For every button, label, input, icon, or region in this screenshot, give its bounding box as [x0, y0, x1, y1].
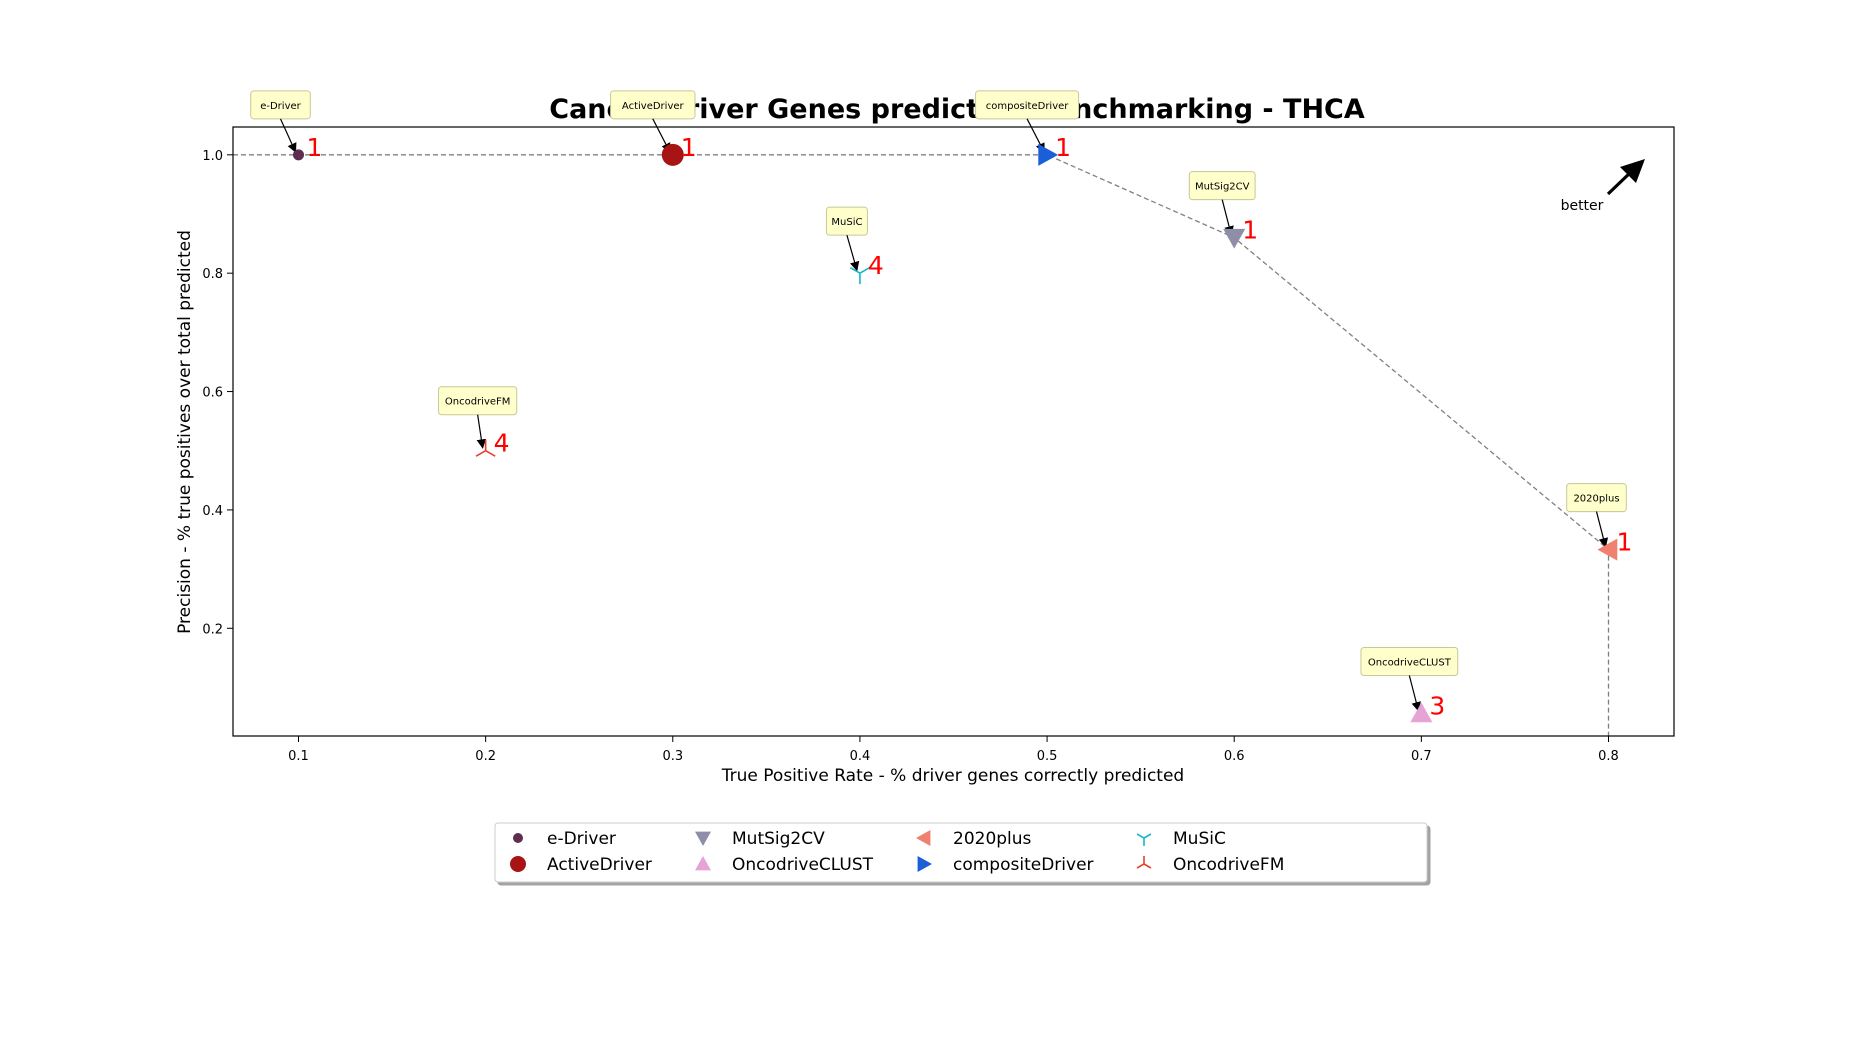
point-activedriver [661, 143, 684, 166]
x-tick-label: 0.8 [1598, 749, 1619, 764]
callout-2020plus: 2020plus [1566, 483, 1627, 548]
callout-oncodrivefm: OncodriveFM [438, 386, 518, 449]
y-tick-label: 0.8 [202, 267, 223, 282]
x-tick-label: 0.3 [662, 749, 683, 764]
legend-marker-compositedriver [917, 856, 932, 872]
y-tick-label: 0.6 [202, 386, 223, 401]
legend-label-oncodrivefm: OncodriveFM [1173, 855, 1284, 875]
better-label: better [1561, 198, 1604, 214]
callout-label: MutSig2CV [1195, 182, 1250, 193]
legend-marker-music [1136, 833, 1152, 846]
callout-arrow [279, 118, 297, 153]
x-tick-label: 0.7 [1411, 749, 1432, 764]
legend-label-music: MuSiC [1173, 829, 1226, 849]
callout-compositedriver: compositeDriver [975, 90, 1080, 153]
legend-marker-activedriver [510, 856, 526, 872]
callout-oncodriveclust: OncodriveCLUST [1360, 647, 1459, 712]
legend-label-oncodriveclust: OncodriveCLUST [732, 855, 874, 875]
callout-arrow [846, 235, 860, 272]
point-oncodrivefm [475, 439, 496, 457]
callout-mutsig2cv: MutSig2CV [1188, 171, 1256, 236]
rank-label-compositedriver: 1 [1055, 133, 1071, 162]
point-e-driver [293, 149, 304, 161]
callout-e-driver: e-Driver [250, 90, 311, 153]
rank-label-e-driver: 1 [307, 133, 323, 162]
y-tick-label: 0.2 [202, 622, 223, 637]
x-axis-label: True Positive Rate - % driver genes corr… [721, 766, 1184, 786]
callout-label: e-Driver [260, 101, 301, 112]
x-tick-label: 0.5 [1037, 749, 1058, 764]
rank-label-music: 4 [868, 251, 884, 280]
legend: e-Driver ActiveDriver MutSig2CV OncodriveCL… [494, 822, 1428, 883]
legend-label-2020plus: 2020plus [953, 829, 1032, 849]
callout-label: MuSiC [831, 217, 862, 228]
legend-label-e-driver: e-Driver [547, 829, 616, 849]
y-axis-label: Precision - % true positives over total … [175, 230, 195, 634]
callout-label: OncodriveCLUST [1368, 658, 1452, 669]
x-tick-label: 0.2 [475, 749, 496, 764]
plot-area [232, 126, 1675, 737]
legend-marker-e-driver [513, 833, 523, 843]
y-tick-label: 0.4 [202, 504, 223, 519]
callout-music: MuSiC [825, 206, 868, 272]
legend-marker-mutsig2cv [695, 831, 711, 846]
callout-label: 2020plus [1573, 494, 1619, 505]
legend-label-mutsig2cv: MutSig2CV [732, 829, 825, 849]
x-tick-label: 0.4 [850, 749, 871, 764]
rank-label-mutsig2cv: 1 [1242, 216, 1258, 245]
legend-marker-oncodriveclust [695, 856, 711, 871]
rank-label-oncodriveclust: 3 [1429, 692, 1445, 721]
point-compositedriver [1038, 143, 1059, 166]
better-annotation: better [1561, 159, 1645, 214]
legend-label-compositedriver: compositeDriver [953, 855, 1094, 875]
callout-label: ActiveDriver [622, 101, 685, 112]
point-2020plus [1597, 538, 1618, 561]
callout-arrow [1408, 675, 1421, 712]
callout-arrow [1595, 511, 1609, 548]
callout-arrow [1221, 199, 1234, 236]
legend-label-activedriver: ActiveDriver [547, 855, 652, 875]
callout-label: OncodriveFM [445, 397, 511, 408]
callout-arrow [476, 414, 487, 449]
callout-activedriver: ActiveDriver [610, 90, 696, 153]
point-mutsig2cv [1223, 228, 1246, 249]
better-arrow-head [1620, 159, 1645, 183]
point-music [849, 266, 870, 285]
x-tick-label: 0.6 [1224, 749, 1245, 764]
legend-marker-2020plus [916, 830, 931, 846]
point-oncodriveclust [1410, 702, 1433, 723]
rank-label-oncodrivefm: 4 [494, 429, 510, 458]
rank-label-2020plus: 1 [1617, 528, 1633, 557]
x-tick-label: 0.1 [288, 749, 309, 764]
legend-box [494, 822, 1428, 883]
legend-marker-oncodrivefm [1136, 856, 1152, 869]
rank-label-activedriver: 1 [681, 133, 697, 162]
callout-label: compositeDriver [986, 101, 1070, 112]
y-tick-label: 1.0 [202, 149, 223, 164]
